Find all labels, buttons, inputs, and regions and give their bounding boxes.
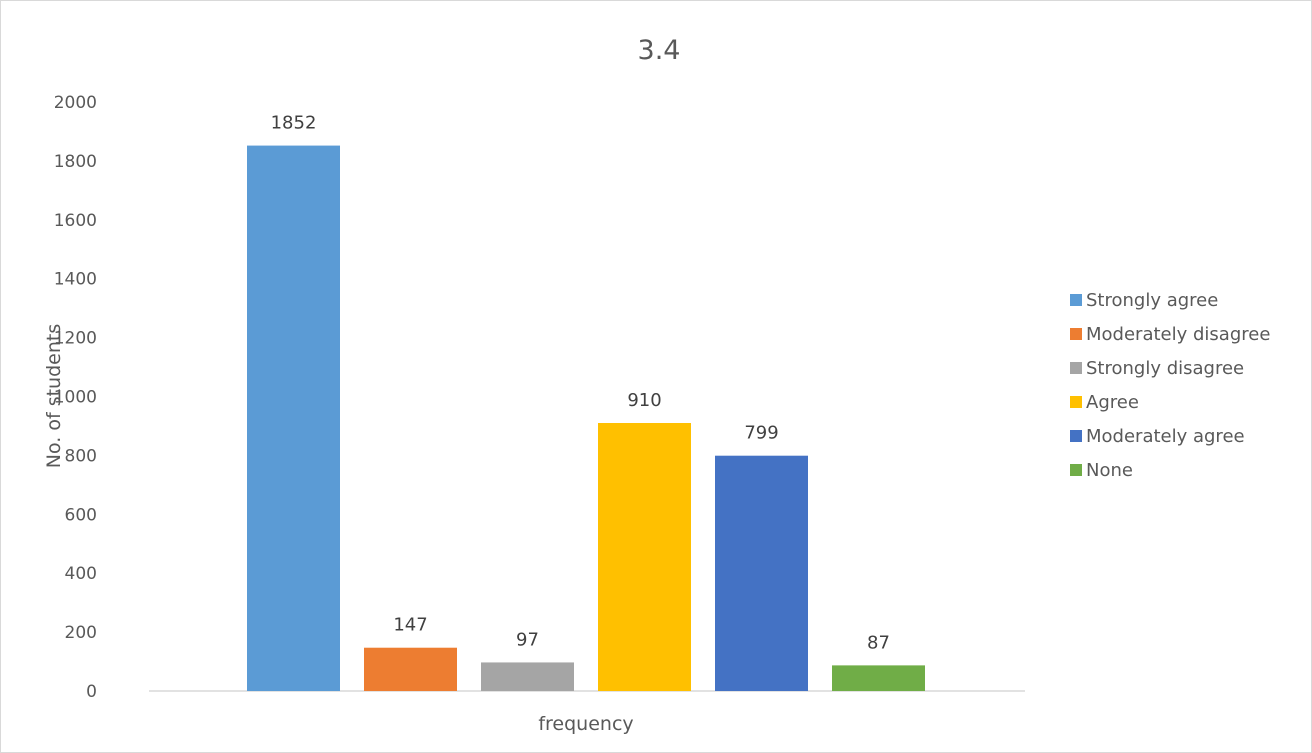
y-tick-label: 600	[65, 505, 97, 525]
chart-title: 3.4	[638, 35, 681, 66]
data-labels: 1852 147 97 910 799 87	[271, 113, 890, 654]
legend-label: Strongly agree	[1086, 290, 1218, 311]
x-axis-label: frequency	[538, 713, 633, 735]
legend-swatch	[1070, 362, 1082, 374]
legend-label: Moderately disagree	[1086, 324, 1270, 345]
bars	[247, 145, 925, 691]
y-tick-label: 2000	[54, 93, 97, 113]
legend-label: None	[1086, 460, 1133, 481]
legend-swatch	[1070, 328, 1082, 340]
legend: Strongly agree Moderately disagree Strongl…	[1070, 290, 1270, 481]
data-label: 147	[393, 615, 427, 636]
data-label: 87	[867, 632, 890, 653]
legend-swatch	[1070, 464, 1082, 476]
bar-strongly-disagree	[481, 662, 574, 691]
bar-strongly-agree	[247, 145, 340, 691]
legend-label: Moderately agree	[1086, 426, 1245, 447]
data-label: 97	[516, 629, 539, 650]
data-label: 799	[744, 423, 778, 444]
bar-none	[832, 665, 925, 691]
bar-moderately-agree	[715, 455, 808, 691]
data-label: 910	[627, 390, 661, 411]
y-axis-ticks: 0 200 400 600 800 1000 1200 1400 1600 1800 2000	[54, 93, 97, 702]
bar-agree	[598, 423, 691, 691]
legend-swatch	[1070, 396, 1082, 408]
y-tick-label: 1800	[54, 152, 97, 172]
y-tick-label: 200	[65, 623, 97, 643]
y-axis-label: No. of students	[43, 324, 65, 468]
y-tick-label: 1200	[54, 329, 97, 349]
legend-swatch	[1070, 294, 1082, 306]
data-label: 1852	[271, 113, 317, 134]
y-tick-label: 1000	[54, 388, 97, 408]
y-tick-label: 400	[65, 564, 97, 584]
y-tick-label: 1400	[54, 270, 97, 290]
legend-label: Strongly disagree	[1086, 358, 1244, 379]
legend-label: Agree	[1086, 392, 1139, 413]
legend-swatch	[1070, 430, 1082, 442]
y-tick-label: 800	[65, 446, 97, 466]
y-tick-label: 0	[86, 682, 97, 702]
y-tick-label: 1600	[54, 211, 97, 231]
bar-moderately-disagree	[364, 647, 457, 691]
